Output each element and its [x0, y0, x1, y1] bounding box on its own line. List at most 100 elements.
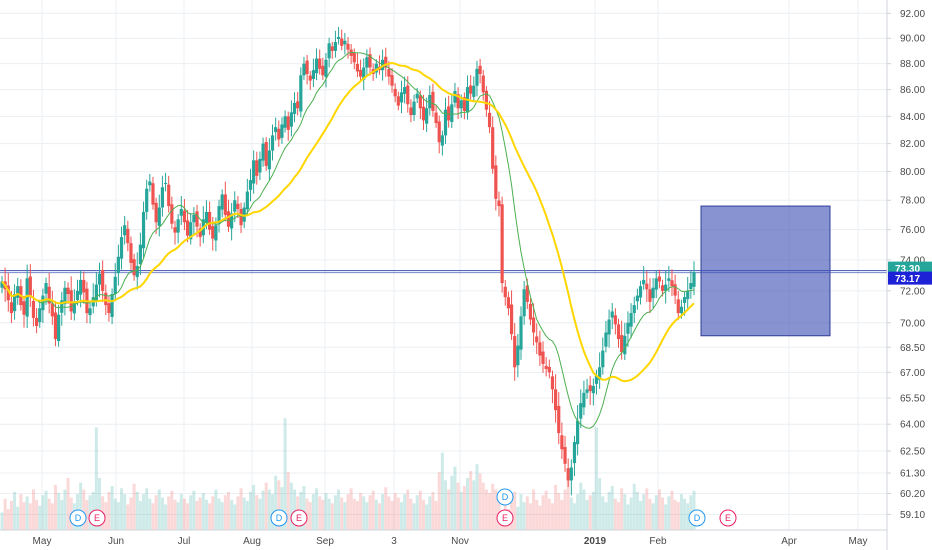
volume-bar: [302, 486, 306, 530]
x-tick-label: 3: [391, 536, 397, 547]
price-label[interactable]: 73.17: [888, 271, 932, 286]
price-axis[interactable]: 59.10 60.20 61.30 62.50 64.00 65.50 67.00 68.50…: [886, 0, 932, 550]
volume-bar: [639, 501, 643, 530]
candle-body: [208, 211, 212, 230]
volume-bar: [88, 495, 92, 530]
volume-bar: [651, 503, 655, 530]
volume-bar: [258, 498, 262, 530]
volume-bar: [607, 491, 611, 530]
volume-bar: [198, 497, 202, 530]
volume-bar: [415, 495, 419, 530]
volume-bars: [0, 418, 696, 530]
candle-body: [506, 297, 511, 309]
x-tick-label: May: [33, 536, 52, 547]
candle-body: [544, 365, 548, 369]
volume-bar: [230, 499, 234, 530]
candle-body: [97, 273, 102, 285]
candle-body: [343, 40, 347, 45]
event-badge[interactable]: E: [496, 509, 514, 527]
candle-body: [657, 276, 661, 282]
candle-body: [333, 42, 338, 51]
volume-bar: [374, 499, 378, 530]
event-badge[interactable]: D: [270, 509, 288, 527]
volume-bar: [359, 492, 363, 530]
event-badge[interactable]: D: [69, 509, 87, 527]
chart-grid: [0, 0, 887, 530]
volume-bar: [456, 482, 460, 530]
candle-body: [572, 442, 577, 464]
volume-bar: [494, 489, 498, 530]
event-badge-label: E: [296, 513, 302, 523]
volume-bar: [613, 498, 617, 530]
volume-bar: [264, 482, 268, 530]
candle-body: [132, 259, 136, 276]
candle-body: [258, 158, 262, 173]
candle-body: [245, 191, 249, 210]
event-badge[interactable]: E: [290, 509, 308, 527]
event-badge-circle: [688, 509, 706, 527]
event-badge[interactable]: D: [496, 488, 514, 506]
volume-bar: [107, 491, 111, 530]
volume-bar: [352, 498, 356, 530]
volume-bar: [277, 480, 281, 530]
event-badge-circle: [270, 509, 288, 527]
candle-body: [390, 75, 394, 86]
event-badge[interactable]: D: [688, 509, 706, 527]
x-tick-label: Jul: [178, 536, 191, 547]
price-label-value: 73.17: [895, 274, 920, 285]
y-tick-label: 64.00: [900, 420, 925, 431]
volume-bar: [604, 502, 608, 530]
volume-bar: [110, 486, 114, 530]
candle-body: [566, 468, 570, 481]
candle-body: [569, 467, 573, 481]
candle-body: [173, 227, 177, 233]
volume-bar: [22, 502, 26, 530]
y-tick-label: 88.00: [900, 59, 925, 70]
candle-body: [478, 65, 482, 75]
volume-bar: [201, 492, 205, 530]
volume-bar: [544, 490, 548, 530]
volume-bar: [6, 509, 10, 530]
event-badge[interactable]: E: [719, 509, 737, 527]
candle-body: [355, 63, 360, 72]
candle-body: [123, 225, 127, 236]
time-axis[interactable]: May Jun Jul Aug Sep 3 Nov 2019 Feb Apr May: [0, 529, 887, 547]
volume-bar: [186, 503, 190, 530]
volume-bar: [550, 503, 554, 530]
volume-bar: [377, 503, 381, 530]
volume-bar: [327, 498, 331, 530]
y-tick-label: 90.00: [900, 34, 925, 45]
candle-body: [195, 211, 199, 227]
volume-bar: [679, 494, 683, 530]
volume-bar: [390, 501, 394, 530]
volume-bar: [591, 491, 595, 530]
candle-body: [63, 287, 67, 305]
candle-body: [53, 312, 58, 340]
candle-body: [487, 112, 492, 128]
candle-body: [239, 208, 243, 226]
candle-body: [248, 180, 253, 190]
volume-bar: [645, 488, 649, 530]
candle-body: [503, 286, 507, 298]
volume-bar: [437, 472, 441, 530]
candle-body: [101, 269, 105, 291]
candle-body: [525, 285, 529, 302]
price-label[interactable]: 73.30: [888, 261, 932, 276]
candle-body: [513, 336, 517, 368]
volume-bar: [440, 452, 444, 530]
volume-bar: [554, 484, 558, 530]
volume-bar: [676, 502, 680, 530]
event-badges[interactable]: D E D E D E D E: [69, 488, 737, 527]
volume-bar: [450, 475, 454, 530]
volume-bar: [362, 496, 366, 530]
volume-bar: [189, 495, 193, 530]
event-badge-circle: [69, 509, 87, 527]
candle-body: [632, 305, 636, 314]
volume-bar: [135, 491, 139, 530]
event-badge[interactable]: E: [88, 509, 106, 527]
candle-body: [365, 57, 369, 68]
y-tick-label: 80.00: [900, 167, 925, 178]
volume-bar: [63, 489, 67, 530]
x-tick-label: Aug: [243, 536, 261, 547]
